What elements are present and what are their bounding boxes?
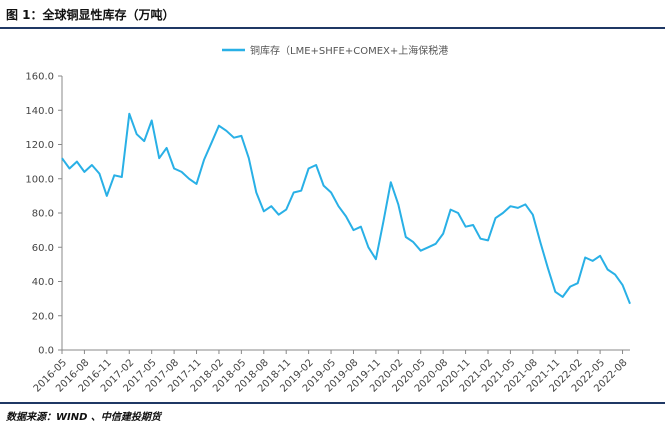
y-tick-label: 20.0 (32, 311, 54, 322)
y-tick-label: 0.0 (38, 346, 54, 357)
chart-legend: 铜库存（LME+SHFE+COMEX+上海保税港 (222, 44, 448, 57)
y-tick-label: 60.0 (32, 243, 54, 254)
bottom-rule (0, 402, 665, 404)
top-rule (0, 27, 665, 29)
y-tick-label: 80.0 (32, 209, 54, 220)
y-axis-ticks: 0.0 20.0 40.0 60.0 80.0 100.0 120.0 140.0 160.0 (25, 72, 62, 357)
y-tick-label: 120.0 (25, 140, 54, 151)
series-line-copper-inventory (61, 112, 631, 305)
figure-title: 图 1：全球铜显性库存（万吨） (6, 8, 175, 22)
line-chart: 铜库存（LME+SHFE+COMEX+上海保税港 0.0 20.0 40.0 60.0… (25, 44, 631, 395)
source-note: 数据来源：WIND 、中信建投期货 (6, 412, 161, 423)
x-axis-ticks: 2016-052016-082016-112017-022017-052017-… (32, 350, 630, 395)
y-tick-label: 140.0 (25, 106, 54, 117)
y-tick-label: 100.0 (25, 174, 54, 185)
y-tick-label: 40.0 (32, 277, 54, 288)
y-tick-label: 160.0 (25, 72, 54, 83)
chart-axes (61, 76, 630, 351)
legend-label: 铜库存（LME+SHFE+COMEX+上海保税港 (250, 44, 448, 57)
